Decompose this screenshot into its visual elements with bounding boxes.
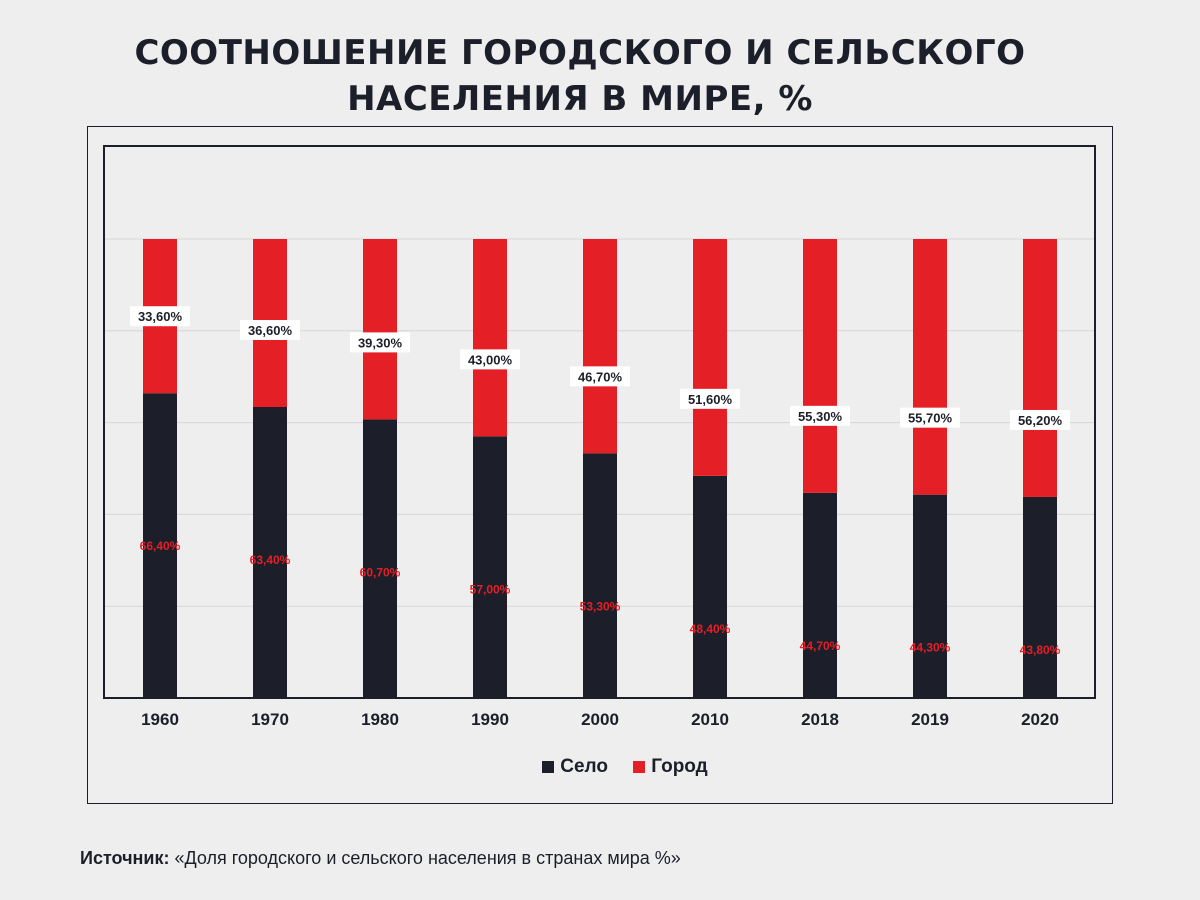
legend-label-selo: Село [560,756,608,777]
source-note: Источник: «Доля городского и сельского н… [80,848,681,869]
chart-plot-frame [103,145,1096,699]
data-label-gorod: 55,70% [908,411,953,426]
legend-item-gorod: Город [633,756,708,778]
bar-selo [693,475,727,698]
source-label: Источник: [80,848,170,868]
data-label-selo: 53,30% [580,599,621,613]
data-label-gorod: 43,00% [468,352,513,367]
legend-item-selo: Село [542,756,608,778]
chart-title-line-2: НАСЕЛЕНИЯ В МИРЕ, % [347,79,813,119]
data-label-selo: 60,70% [360,565,401,579]
data-label-gorod: 56,20% [1018,413,1063,428]
data-label-gorod: 51,60% [688,392,733,407]
x-tick-label: 1970 [251,710,289,729]
chart-outer-frame [87,126,1113,804]
chart-legend: Село Город [0,756,1200,779]
bar-gorod [1023,239,1057,497]
chart-title-line-1: СООТНОШЕНИЕ ГОРОДСКОГО И СЕЛЬСКОГО [134,33,1026,73]
bar-gorod [473,239,507,437]
bar-selo [1023,496,1057,698]
x-tick-label: 2010 [691,710,729,729]
bar-selo [253,406,287,698]
data-label-selo: 63,40% [250,553,291,567]
x-tick-label: 2020 [1021,710,1059,729]
data-label-gorod: 46,70% [578,369,623,384]
bar-selo [363,419,397,698]
bar-selo [473,436,507,698]
data-label-box-gorod [1010,409,1070,430]
x-tick-label: 2000 [581,710,619,729]
legend-swatch-gorod [633,761,646,773]
bar-selo [913,494,947,698]
x-tick-label: 2018 [801,710,839,729]
data-label-box-gorod [130,306,190,327]
data-label-selo: 57,00% [470,582,511,596]
bar-selo [143,393,177,698]
data-label-box-gorod [350,332,410,353]
data-label-box-gorod [240,319,300,340]
bar-gorod [583,239,617,454]
data-label-box-gorod [680,388,740,409]
bar-selo [803,492,837,698]
bar-gorod [693,239,727,476]
data-label-gorod: 55,30% [798,409,843,424]
bar-gorod [803,239,837,493]
x-tick-label: 2019 [911,710,949,729]
data-label-selo: 44,70% [800,639,841,653]
data-label-box-gorod [460,349,520,370]
data-label-box-gorod [790,405,850,426]
x-tick-label: 1990 [471,710,509,729]
legend-label-gorod: Город [651,756,708,777]
bar-gorod [913,239,947,495]
bar-gorod [363,239,397,420]
data-label-selo: 66,40% [140,539,181,553]
data-label-selo: 43,80% [1020,643,1061,657]
bar-selo [583,453,617,698]
x-tick-label: 1980 [361,710,399,729]
chart-title: СООТНОШЕНИЕ ГОРОДСКОГО И СЕЛЬСКОГО НАСЕЛ… [0,30,1160,122]
data-label-selo: 48,40% [690,622,731,636]
data-label-selo: 44,30% [910,641,951,655]
data-label-gorod: 36,60% [248,323,293,338]
data-label-gorod: 33,60% [138,309,183,324]
x-tick-label: 1960 [141,710,179,729]
data-label-box-gorod [900,407,960,428]
source-text: «Доля городского и сельского населения в… [169,848,681,868]
data-label-box-gorod [570,366,630,387]
data-label-gorod: 39,30% [358,335,403,350]
legend-swatch-selo [542,761,555,773]
